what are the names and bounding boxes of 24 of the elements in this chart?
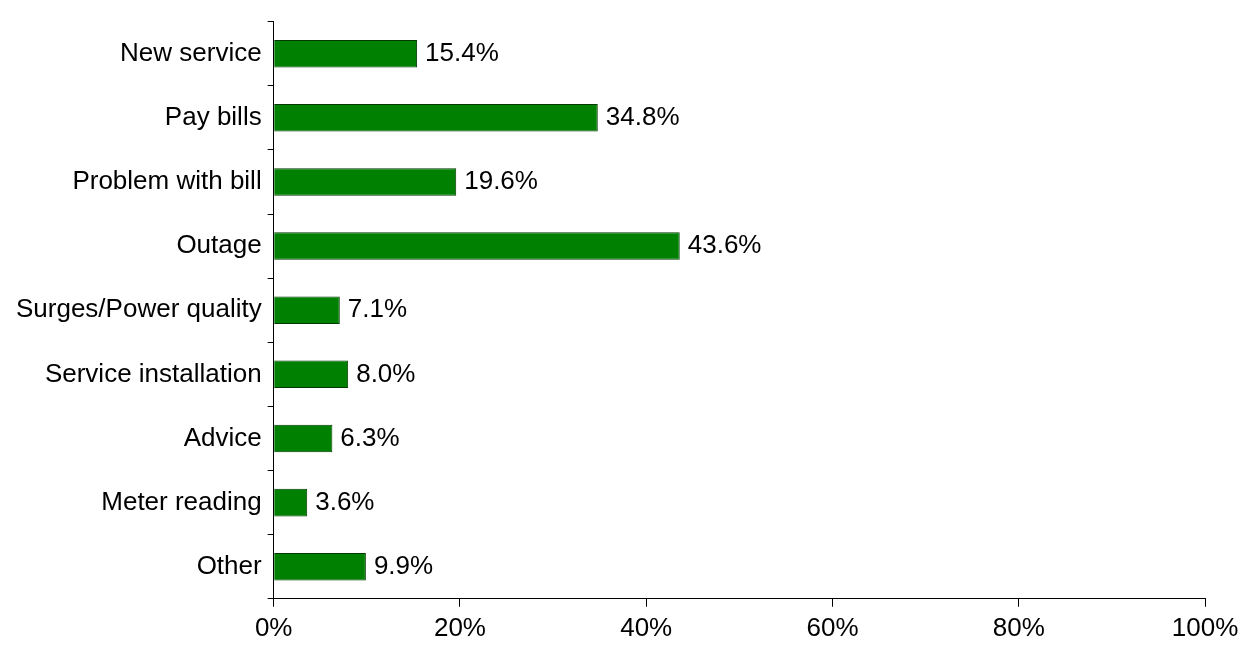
- data-label: 3.6%: [315, 485, 375, 516]
- y-tick-label: Meter reading: [101, 485, 262, 516]
- data-label: 8.0%: [356, 357, 416, 388]
- y-tick-label: Problem with bill: [72, 165, 262, 196]
- x-tick-label: 0%: [254, 611, 293, 642]
- x-tick-label: 100%: [1171, 611, 1239, 642]
- data-label: 43.6%: [687, 229, 762, 260]
- data-label: 34.8%: [605, 100, 680, 131]
- data-label: 6.3%: [340, 421, 400, 452]
- x-tick-label: 20%: [433, 611, 486, 642]
- y-tick-label: Outage: [176, 229, 262, 260]
- x-tick-label: 80%: [992, 611, 1045, 642]
- x-tick-label: 40%: [620, 611, 673, 642]
- y-tick-label: Pay bills: [164, 100, 262, 131]
- x-tick-label: 60%: [806, 611, 859, 642]
- data-label: 15.4%: [425, 36, 499, 67]
- y-tick-label: Advice: [183, 421, 262, 452]
- y-tick-label: Other: [196, 549, 263, 580]
- data-label: 9.9%: [373, 549, 434, 580]
- y-tick-label: Service installation: [44, 357, 262, 388]
- y-tick-label: New service: [120, 36, 262, 67]
- y-tick-label: Surges/Power quality: [15, 293, 262, 324]
- data-label: 7.1%: [347, 293, 408, 324]
- data-label: 19.6%: [464, 165, 538, 196]
